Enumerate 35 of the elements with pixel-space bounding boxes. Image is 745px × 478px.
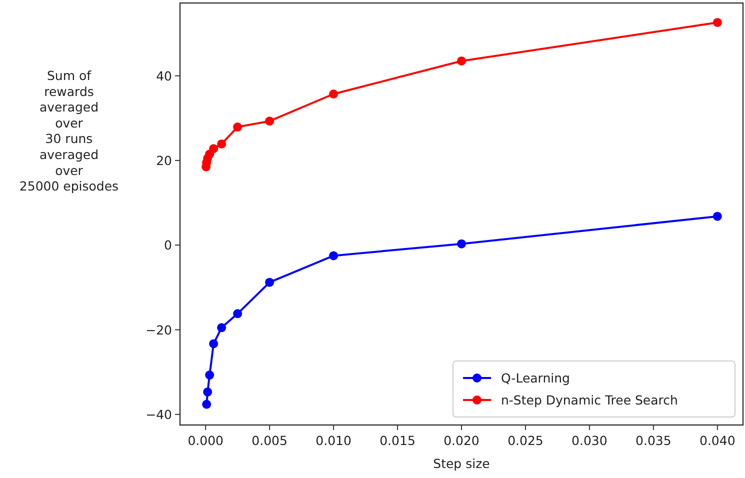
legend-label: Q-Learning — [501, 370, 570, 386]
point — [217, 323, 226, 332]
x-tick-label: 0.035 — [636, 433, 672, 448]
y-tick-label: −20 — [146, 322, 172, 338]
point — [217, 139, 226, 148]
y-tick-label: 20 — [156, 152, 172, 168]
point — [329, 251, 338, 260]
point — [233, 122, 242, 132]
y-tick-label: 0 — [164, 238, 172, 253]
point — [457, 56, 466, 66]
x-tick-label: 0.010 — [316, 433, 352, 448]
x-tick-label: 0.000 — [188, 433, 224, 448]
point — [329, 90, 338, 99]
y-tick-label: 40 — [156, 68, 172, 84]
point — [457, 239, 466, 248]
point — [202, 400, 212, 409]
x-tick-label: 0.025 — [508, 433, 544, 448]
x-tick-label: 0.015 — [380, 433, 416, 448]
y-tick-label: −40 — [146, 406, 172, 422]
x-tick-label: 0.030 — [572, 433, 608, 448]
x-tick-label: 0.040 — [700, 433, 736, 448]
point — [209, 339, 218, 348]
y-axis-title: Sum of rewards averaged over 30 runs averaged over 25000 episodes — [19, 68, 119, 194]
point — [712, 18, 722, 27]
point — [265, 278, 274, 287]
x-axis-title: Step size — [433, 456, 490, 471]
point — [712, 212, 722, 221]
point — [203, 387, 212, 396]
point — [233, 309, 242, 318]
x-tick-label: 0.005 — [252, 433, 288, 448]
point — [265, 116, 274, 126]
point — [205, 370, 214, 380]
legend-label: n-Step Dynamic Tree Search — [501, 392, 678, 408]
point — [209, 144, 218, 154]
x-tick-label: 0.020 — [444, 433, 480, 448]
